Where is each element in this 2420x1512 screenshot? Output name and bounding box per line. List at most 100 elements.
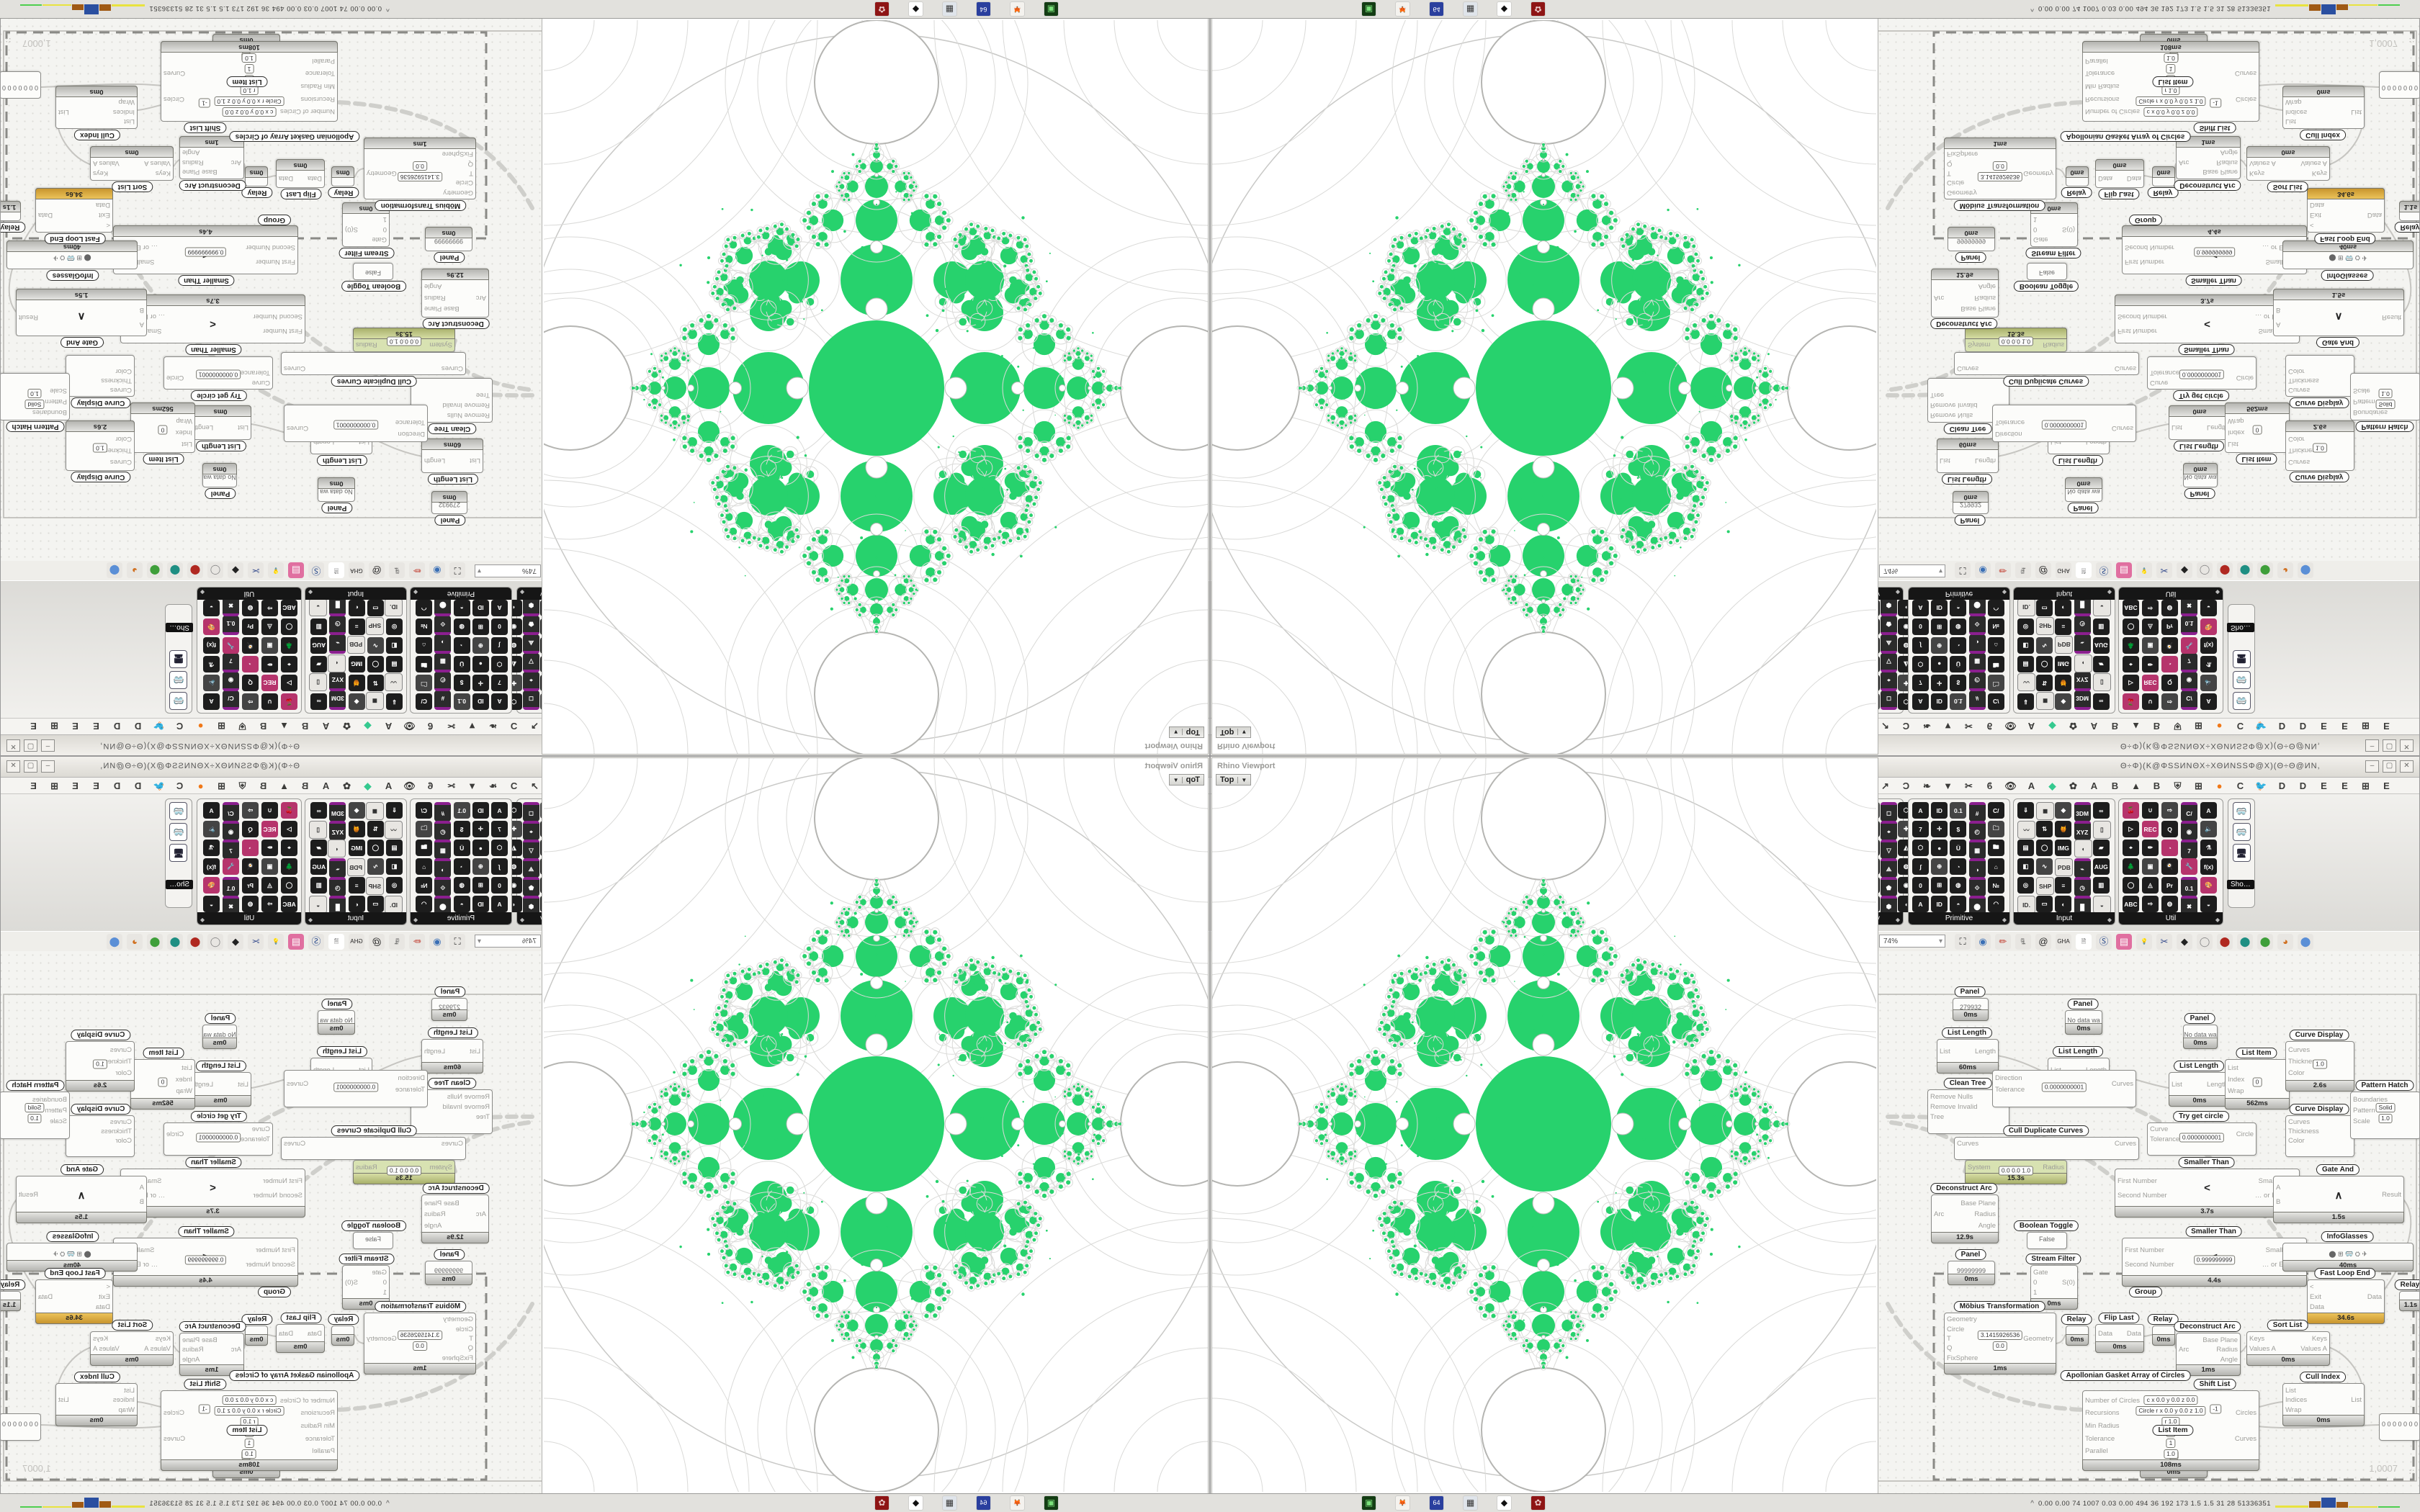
value-box[interactable]: Solid <box>24 400 45 410</box>
tab-D[interactable]: D <box>134 721 142 732</box>
gh-node[interactable]: List Length 60ms <box>421 438 483 473</box>
component-icon[interactable]: ʃ <box>1912 637 1929 654</box>
bulb-icon[interactable]: 💡 <box>2136 562 2152 578</box>
tab-🐦[interactable]: 🐦 <box>153 721 165 732</box>
component-icon[interactable]: ⊕ <box>472 637 489 654</box>
clamp-icon[interactable]: 🗜 <box>389 562 405 578</box>
search-icon[interactable]: Ⓢ <box>2096 934 2112 950</box>
bulb-icon[interactable]: 💡 <box>268 934 284 950</box>
gh-node[interactable]: Curve Tolerance Circle 0.0000000001 <box>163 356 273 390</box>
component-icon[interactable]: 🍯 <box>348 821 365 837</box>
tab-👁[interactable]: 👁 <box>403 721 416 732</box>
component-icon[interactable]: ◓ <box>453 896 470 912</box>
component-icon[interactable]: ⬟ <box>523 616 539 635</box>
cap-multi-icon[interactable]: ◕ <box>2277 562 2293 578</box>
component-icon[interactable]: C/ <box>1987 693 2004 710</box>
tab-D[interactable]: D <box>2299 721 2307 732</box>
tab-B[interactable]: B <box>259 721 267 732</box>
value-box[interactable]: Solid <box>24 1102 45 1112</box>
component-icon[interactable]: 0 <box>491 877 508 894</box>
app64-icon[interactable]: 64 <box>976 1 991 17</box>
value-box[interactable]: 1 <box>2166 1438 2176 1448</box>
component-icon[interactable]: Q <box>2161 675 2178 691</box>
component-icon[interactable]: ◉ <box>2181 672 2197 691</box>
gh-node[interactable]: Curves Thickness Color <box>2285 1115 2354 1157</box>
component-icon[interactable]: ◎ <box>386 877 403 894</box>
tab-D[interactable]: D <box>113 721 121 732</box>
component-icon[interactable]: 🖿 <box>1987 656 2004 672</box>
doc-icon[interactable]: 🗎 <box>328 934 344 950</box>
eye-icon[interactable]: ◉ <box>429 934 445 950</box>
value-box[interactable]: 0.999999999 <box>2193 247 2236 257</box>
tab-E[interactable]: E <box>72 721 79 732</box>
gh-node[interactable]: 279932 0ms <box>431 491 467 514</box>
firefox-icon[interactable]: 🦊 <box>1010 1 1025 17</box>
tab-ϐ[interactable]: ϐ <box>427 721 434 732</box>
tab-D[interactable]: D <box>2278 780 2286 791</box>
gh-node[interactable]: False <box>2027 263 2067 280</box>
component-icon[interactable]: ▣ <box>261 637 278 654</box>
viewport-view-button[interactable]: Top▼ <box>1168 726 1204 738</box>
tab-❧[interactable]: ❧ <box>489 721 497 732</box>
gh-node[interactable]: Curves Thickness Color <box>66 1115 135 1157</box>
component-icon[interactable]: ✏ <box>261 840 278 856</box>
gh-node[interactable]: 0ms <box>2066 166 2089 186</box>
value-box[interactable]: c x 0.0 y 0.0 z 0.0 <box>222 107 277 117</box>
tab-✿[interactable]: ✿ <box>343 780 351 791</box>
record-icon[interactable]: @ <box>369 562 385 578</box>
palette-label[interactable]: Input ◆ <box>305 912 406 924</box>
component-icon[interactable]: SHP <box>365 617 384 635</box>
tab-E[interactable]: E <box>30 780 37 791</box>
tab-⊞[interactable]: ⊞ <box>218 780 225 791</box>
component-icon[interactable]: 🖿 <box>1987 840 2004 856</box>
component-icon[interactable]: ▭ <box>2036 896 2053 912</box>
component-icon[interactable]: ⬢ <box>523 597 539 616</box>
gh-node[interactable]: Curve Tolerance Circle 0.0000000001 <box>2147 356 2257 390</box>
gh-node[interactable]: List Indices Wrap List 0ms <box>2282 86 2365 129</box>
gh-node[interactable]: A B Result ∧ 1.5s <box>2273 289 2404 336</box>
component-icon[interactable]: ◻ <box>523 690 539 710</box>
panel-icon[interactable]: ▤ <box>288 562 304 578</box>
tab-E[interactable]: E <box>2341 780 2348 791</box>
component-icon[interactable]: ▤ <box>386 656 403 672</box>
tab-●[interactable]: ● <box>2216 780 2223 791</box>
component-icon[interactable]: A <box>1912 600 1929 616</box>
component-icon[interactable]: Ü <box>453 656 470 672</box>
component-icon[interactable]: ◒ <box>203 896 220 912</box>
component-icon[interactable]: ID <box>1931 693 1948 710</box>
component-icon[interactable]: ◔ <box>2161 656 2178 672</box>
component-icon[interactable]: 🎨 <box>203 877 220 894</box>
component-icon[interactable]: ⊕ <box>472 858 489 875</box>
value-box[interactable]: 0.0000000001 <box>195 1133 241 1143</box>
component-icon[interactable]: ◯ <box>2123 877 2139 894</box>
component-icon[interactable]: ⊞ <box>472 877 489 894</box>
canvas-grip[interactable]: ∷ <box>2409 35 2415 44</box>
component-icon[interactable]: 🗀 <box>1987 821 2004 837</box>
doc-icon[interactable]: 🗎 <box>2076 562 2092 578</box>
close-button[interactable]: ✕ <box>2400 739 2414 752</box>
value-box[interactable]: Circle r x 0.0 y 0.0 z 1.0 <box>2136 96 2206 107</box>
component-icon[interactable]: 🗀 <box>416 675 433 691</box>
component-icon[interactable]: 🗀 <box>416 821 433 837</box>
tab-C[interactable]: C <box>176 721 184 732</box>
component-icon[interactable]: 3DM <box>2074 802 2091 822</box>
component-icon[interactable]: 🔈 <box>203 675 220 691</box>
component-icon[interactable]: ◆ <box>2055 802 2072 819</box>
gh-node[interactable]: No data wa 0ms <box>2065 477 2102 502</box>
value-box[interactable]: Circle r x 0.0 y 0.0 z 1.0 <box>214 96 284 107</box>
component-icon[interactable]: ⚗ <box>2200 656 2217 672</box>
component-icon[interactable]: ◔ <box>242 840 259 856</box>
component-icon[interactable]: 🍒 <box>281 802 297 819</box>
gh-node[interactable]: 99999999 0ms <box>425 1261 472 1285</box>
component-icon[interactable]: ◔ <box>1950 858 1967 875</box>
component-icon[interactable]: 🍯 <box>2055 821 2072 837</box>
tab-▼[interactable]: ▼ <box>1943 780 1953 791</box>
palette-label[interactable]: Util ◆ <box>197 912 301 924</box>
value-box[interactable]: 1.0 <box>242 1449 256 1459</box>
component-icon[interactable]: ⌖ <box>281 840 297 856</box>
gh-node[interactable]: Geometry Circle T Q FixSphere Geometry 3.14159… <box>1944 1313 2056 1374</box>
component-icon[interactable]: SHP <box>2036 877 2055 895</box>
component-icon[interactable]: ABC <box>2123 600 2139 616</box>
tab-Ɔ[interactable]: Ɔ <box>1902 780 1910 791</box>
